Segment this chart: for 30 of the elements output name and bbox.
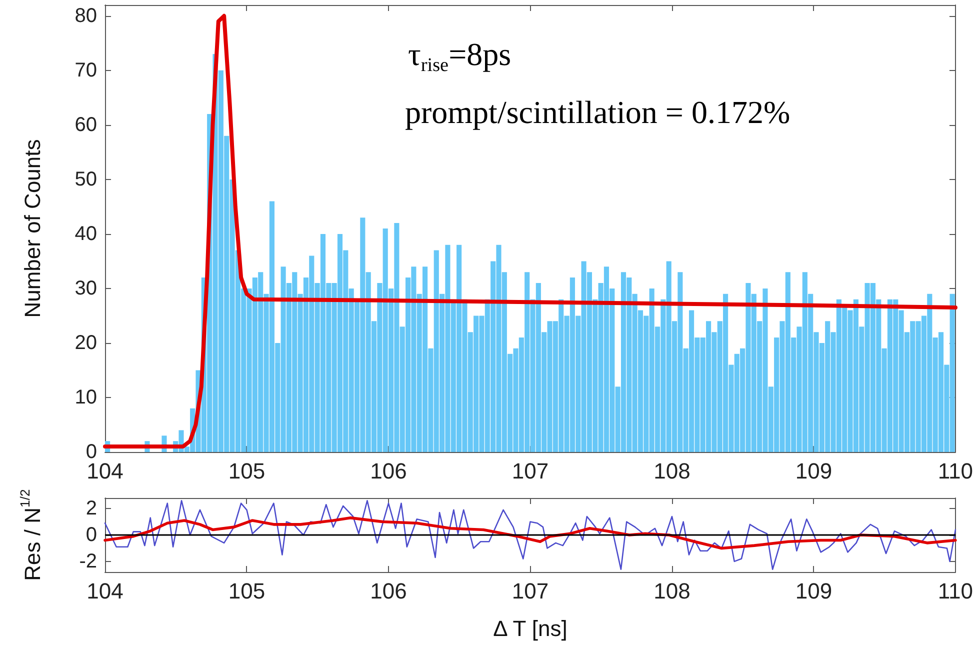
x-tick-label: 108 bbox=[654, 578, 690, 604]
y-tick-label: 20 bbox=[74, 332, 97, 354]
y-tick-label: 60 bbox=[74, 114, 97, 136]
line-series bbox=[104, 500, 956, 570]
x-tick-label: 110 bbox=[938, 458, 973, 484]
y-tick-label: 50 bbox=[74, 168, 97, 190]
y-axis-title: Res / N1/2 bbox=[17, 489, 46, 581]
x-tick-label: 105 bbox=[228, 578, 266, 604]
y-axis-title: Number of Counts bbox=[20, 139, 46, 318]
y-tick-label: 80 bbox=[74, 4, 97, 27]
annotation: prompt/scintillation = 0.172% bbox=[405, 94, 790, 130]
y-tick-label: -2 bbox=[79, 550, 97, 572]
y-tick-label: 10 bbox=[74, 386, 97, 408]
x-tick-label: 110 bbox=[938, 578, 973, 604]
line-series bbox=[104, 516, 957, 550]
x-tick-label: 106 bbox=[370, 578, 407, 604]
y-tick-label: 40 bbox=[74, 222, 97, 245]
y-tick-label: 2 bbox=[86, 498, 97, 520]
x-tick-label: 109 bbox=[795, 458, 832, 484]
y-tick-label: 70 bbox=[74, 59, 97, 82]
x-tick-label: 109 bbox=[795, 578, 832, 604]
x-tick-label: 104 bbox=[86, 578, 124, 604]
y-tick-label: 30 bbox=[74, 277, 97, 300]
x-axis-title: Δ T [ns] bbox=[493, 616, 568, 641]
x-tick-label: 106 bbox=[370, 458, 407, 484]
x-tick-label: 105 bbox=[228, 458, 266, 484]
x-tick-label: 107 bbox=[512, 578, 549, 604]
y-tick-label: 0 bbox=[86, 524, 97, 546]
x-tick-label: 108 bbox=[654, 458, 690, 484]
x-tick-label: 107 bbox=[512, 458, 549, 484]
